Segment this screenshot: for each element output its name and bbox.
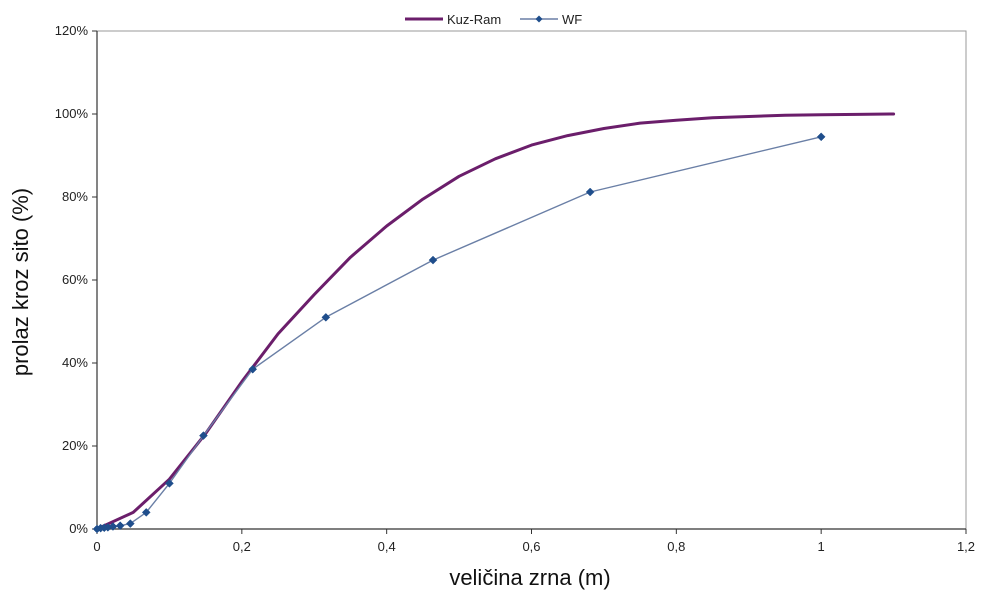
legend-marker xyxy=(535,15,543,23)
x-tick-label: 1,2 xyxy=(957,539,975,554)
legend-item-kuz-ram: Kuz-Ram xyxy=(405,12,501,27)
data-point xyxy=(115,521,125,531)
x-tick-label: 0,4 xyxy=(378,539,396,554)
x-tick-label: 0 xyxy=(93,539,100,554)
y-tick-label: 20% xyxy=(62,438,88,453)
data-point xyxy=(108,522,118,531)
legend-label: Kuz-Ram xyxy=(447,12,501,27)
data-point xyxy=(248,364,258,374)
data-point xyxy=(321,312,331,322)
x-tick-label: 0,8 xyxy=(667,539,685,554)
data-point xyxy=(125,519,135,528)
plot-area xyxy=(96,30,967,530)
data-point xyxy=(428,255,438,265)
series-layer xyxy=(92,112,896,534)
y-tick-label: 120% xyxy=(55,23,89,38)
y-tick-label: 80% xyxy=(62,189,88,204)
data-point xyxy=(165,478,174,488)
series-line-kuz-ram xyxy=(95,112,896,531)
data-point xyxy=(199,431,208,440)
data-point xyxy=(816,132,826,142)
data-point xyxy=(585,187,595,197)
x-axis-title: veličina zrna (m) xyxy=(449,565,610,590)
series-wf xyxy=(92,132,826,534)
legend-label: WF xyxy=(562,12,582,27)
x-tick-label: 1 xyxy=(818,539,825,554)
series-kuz-ram xyxy=(95,112,896,531)
x-axis-ticks: 0 0,2 0,4 0,6 0,8 1 1,2 xyxy=(93,529,975,554)
y-tick-label: 100% xyxy=(55,106,89,121)
x-tick-label: 0,2 xyxy=(233,539,251,554)
y-axis-title: prolaz kroz sito (%) xyxy=(8,188,33,376)
y-tick-label: 40% xyxy=(62,355,88,370)
x-tick-label: 0,6 xyxy=(522,539,540,554)
legend-item-wf: WF xyxy=(520,12,582,27)
y-axis-ticks: 0% 20% 40% 60% 80% 100% 120% xyxy=(55,23,97,536)
legend: Kuz-Ram WF xyxy=(405,12,582,27)
y-tick-label: 60% xyxy=(62,272,88,287)
data-point xyxy=(141,508,151,517)
y-tick-label: 0% xyxy=(69,521,88,536)
